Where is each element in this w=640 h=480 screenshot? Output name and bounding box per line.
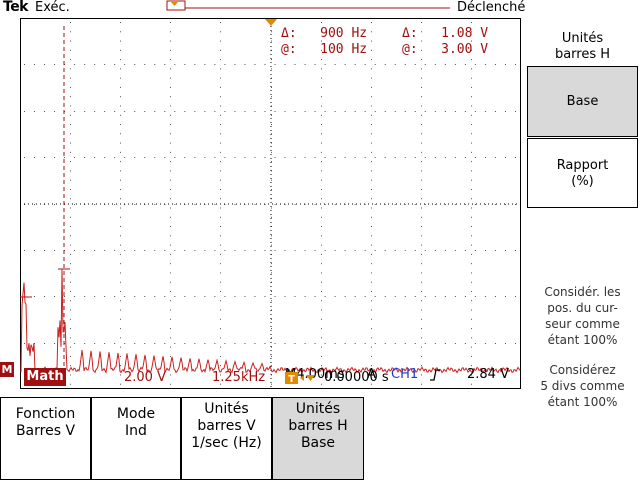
side-note1-line2: pos. du cur- [547, 301, 618, 315]
math-ground-marker: M [0, 362, 14, 377]
side-note1-line4: étant 100% [547, 333, 618, 347]
side-button-ratio[interactable]: Rapport (%) [527, 138, 638, 208]
trigger-position-readout: 0.00000 s [324, 370, 389, 385]
bottom-button-cursor-function[interactable]: Fonction Barres V [0, 397, 91, 480]
side-note-cursor-100: Considér. les pos. du cur- seur comme ét… [527, 284, 638, 348]
bottom-button-1-line2: Barres V [15, 423, 76, 439]
bottom-button-3-line2: barres V [197, 418, 256, 434]
bottom-button-mode[interactable]: Mode Ind [91, 397, 181, 480]
bottom-button-2-line1: Mode [116, 406, 156, 422]
svg-text:T: T [288, 374, 295, 385]
bottom-button-1-line1: Fonction [15, 406, 76, 422]
side-note2-line1: Considérez [549, 363, 616, 377]
rising-edge-icon [430, 369, 440, 381]
trigger-state-label: Déclenché [457, 0, 526, 15]
side-button-ratio-line1: Rapport [556, 158, 609, 173]
delta-frequency-readout: Δ: 900 Hz [281, 26, 368, 41]
side-note-5div-100: Considérez 5 divs comme étant 100% [527, 362, 638, 410]
delta-voltage-readout: Δ: 1.08 V [402, 26, 489, 41]
record-position-bar [166, 0, 450, 11]
graticule-grid [20, 18, 521, 389]
trigger-position-marker [265, 19, 277, 26]
top-status-bar: Tek Exéc. Déclenché [0, 0, 640, 18]
waveform-display [20, 18, 521, 389]
bottom-button-h-units[interactable]: Unités barres H Base [272, 397, 364, 480]
side-note2-line2: 5 divs comme [540, 379, 625, 393]
bottom-button-4-line1: Unités [295, 401, 341, 417]
side-button-base-label: Base [566, 94, 599, 109]
side-note1-line3: seur comme [545, 317, 620, 331]
side-button-base[interactable]: Base [527, 66, 638, 137]
side-note2-line3: étant 100% [547, 395, 618, 409]
side-button-ratio-line2: (%) [571, 174, 594, 189]
bottom-button-3-line3: 1/sec (Hz) [191, 435, 262, 451]
math-frequency-readout: 1.25kHz [212, 370, 266, 385]
side-menu-title: Unités barres H [527, 31, 638, 63]
math-channel-badge: Math [24, 368, 66, 386]
cursor-voltage-readout: @: 3.00 V [402, 42, 489, 57]
bottom-button-v-units[interactable]: Unités barres V 1/sec (Hz) [181, 397, 272, 480]
fft-trace [20, 268, 521, 375]
bottom-button-4-line2: barres H [288, 418, 348, 434]
bottom-button-4-line3: Base [300, 435, 336, 451]
trigger-mode-readout: A [367, 367, 376, 382]
side-menu-title-line1: Unités [561, 31, 604, 46]
trigger-level-readout: 2.84 V [467, 367, 509, 382]
trigger-position-icon: T [285, 372, 315, 385]
run-state-label: Exéc. [35, 0, 70, 15]
side-menu-title-line2: barres H [554, 47, 611, 62]
trigger-channel-readout: CH1 [391, 367, 419, 382]
timebase-readout: M4.00ms [285, 367, 345, 382]
bottom-button-3-line1: Unités [204, 401, 249, 417]
bottom-button-2-line2: Ind [125, 423, 147, 439]
tek-logo: Tek [3, 0, 29, 15]
side-note1-line1: Considér. les [544, 285, 621, 299]
math-scale-readout: 2.00 V [124, 370, 166, 385]
cursor-frequency-readout: @: 100 Hz [281, 42, 368, 57]
